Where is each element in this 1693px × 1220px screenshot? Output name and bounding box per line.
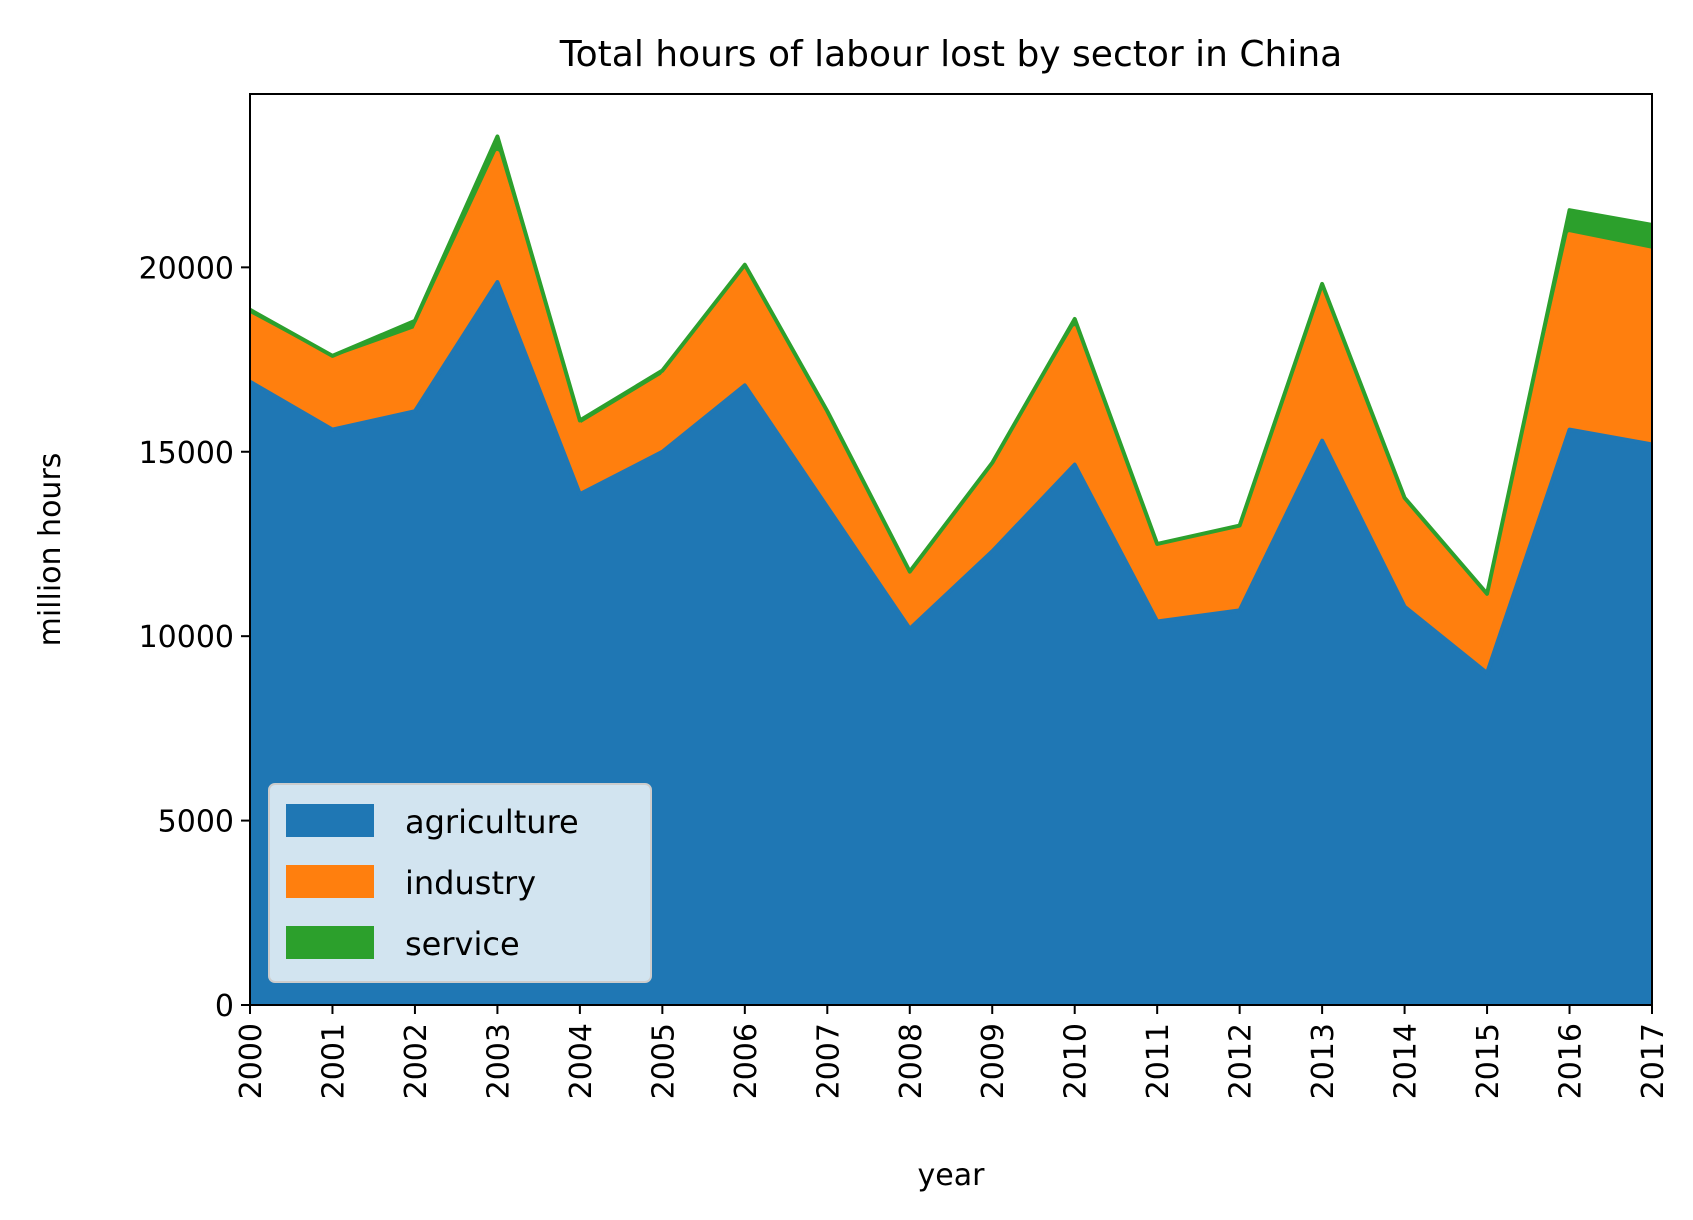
x-tick-label: 2014: [1389, 1023, 1424, 1099]
x-axis-ticks: 2000 2001 2002 2003 2004 2005 2006 2007 2008 2009…: [234, 1005, 1671, 1099]
x-tick-label: 2000: [234, 1023, 269, 1099]
y-tick-label: 15000: [139, 436, 234, 471]
legend-label-industry: industry: [405, 864, 536, 902]
legend-label-service: service: [405, 925, 520, 963]
x-tick-label: 2010: [1059, 1023, 1094, 1099]
x-tick-label: 2009: [976, 1023, 1011, 1099]
legend-label-agriculture: agriculture: [405, 803, 579, 841]
y-tick-label: 5000: [158, 805, 234, 840]
x-tick-label: 2001: [316, 1023, 351, 1099]
x-tick-label: 2015: [1471, 1023, 1506, 1099]
legend-swatch-service: [286, 926, 374, 959]
legend: agriculture industry service: [268, 783, 652, 983]
x-tick-label: 2016: [1554, 1023, 1589, 1099]
line-service: [249, 134, 1653, 596]
legend-swatch-industry: [286, 865, 374, 898]
x-tick-label: 2005: [646, 1023, 681, 1099]
x-tick-label: 2003: [481, 1023, 516, 1099]
x-tick-label: 2002: [399, 1023, 434, 1099]
line-agriculture: [248, 280, 1653, 676]
y-tick-label: 0: [215, 989, 234, 1024]
line-industry: [249, 151, 1653, 602]
x-tick-label: 2007: [811, 1023, 846, 1099]
x-tick-label: 2011: [1141, 1023, 1176, 1099]
legend-swatch-agriculture: [286, 804, 374, 837]
x-tick-label: 2012: [1224, 1023, 1259, 1099]
x-tick-label: 2008: [894, 1023, 929, 1099]
y-tick-label: 20000: [139, 251, 234, 286]
plot-frame: [249, 93, 1653, 1006]
top-lines: [248, 134, 1653, 676]
chart-title: Total hours of labour lost by sector in …: [559, 34, 1342, 75]
y-axis-ticks: 0 5000 10000 15000 20000: [139, 251, 250, 1024]
x-tick-label: 2017: [1636, 1023, 1671, 1099]
x-axis-label: year: [918, 1158, 986, 1193]
y-tick-label: 10000: [139, 620, 234, 655]
x-tick-label: 2004: [564, 1023, 599, 1099]
x-tick-label: 2006: [729, 1023, 764, 1099]
y-axis-label: million hours: [33, 453, 68, 647]
x-tick-label: 2013: [1306, 1023, 1341, 1099]
